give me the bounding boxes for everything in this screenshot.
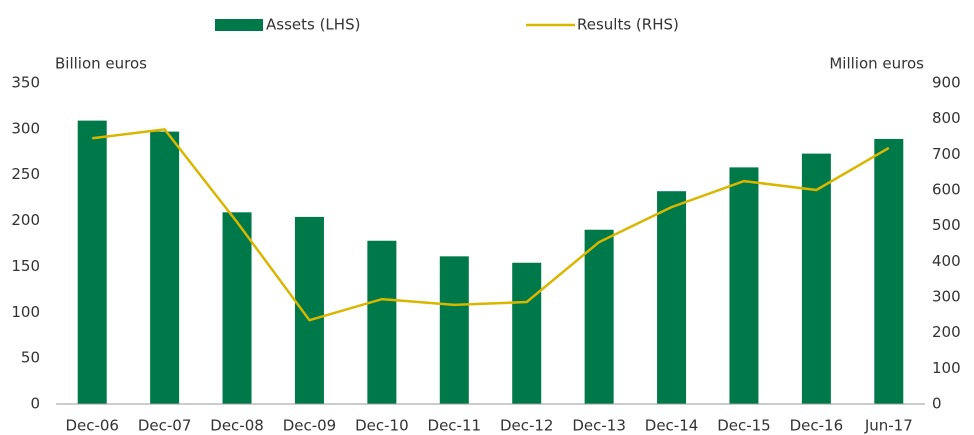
y2-tick-label: 700 [932, 145, 961, 163]
y2-tick-label: 500 [932, 216, 961, 234]
bar [150, 131, 180, 404]
legend-label: Assets (LHS) [266, 16, 360, 34]
x-tick-label: Dec-06 [65, 417, 119, 435]
y-tick-label: 50 [21, 349, 40, 367]
bar [874, 138, 904, 404]
y-tick-label: 150 [11, 257, 40, 275]
y2-tick-label: 200 [932, 323, 961, 341]
bar [512, 262, 542, 404]
y2-axis-title: Million euros [829, 55, 924, 73]
y-tick-label: 200 [11, 211, 40, 229]
y-axis-title: Billion euros [55, 55, 147, 73]
bar [77, 120, 107, 405]
bar [439, 256, 469, 404]
x-tick-label: Dec-13 [572, 417, 626, 435]
x-tick-label: Jun-17 [864, 417, 913, 435]
bar [801, 153, 831, 404]
y-tick-label: 300 [11, 119, 40, 137]
y2-tick-label: 600 [932, 181, 961, 199]
y-tick-label: 0 [30, 395, 40, 413]
y2-tick-label: 900 [932, 74, 961, 92]
bar [584, 229, 614, 404]
legend-swatch [215, 19, 263, 31]
x-tick-label: Dec-12 [500, 417, 554, 435]
bar [222, 212, 252, 404]
y-tick-label: 100 [11, 303, 40, 321]
x-tick-label: Dec-15 [717, 417, 771, 435]
y2-tick-label: 0 [932, 395, 942, 413]
bar [367, 240, 397, 404]
line [92, 128, 890, 322]
x-tick-label: Dec-09 [283, 417, 337, 435]
x-tick-label: Dec-08 [210, 417, 264, 435]
y-tick-label: 250 [11, 165, 40, 183]
x-tick-label: Dec-16 [790, 417, 844, 435]
x-tick-label: Dec-14 [645, 417, 699, 435]
bar [729, 167, 759, 404]
bar [657, 191, 687, 404]
x-tick-label: Dec-07 [138, 417, 192, 435]
legend-label: Results (RHS) [577, 16, 679, 34]
y2-tick-label: 400 [932, 252, 961, 270]
x-tick-label: Dec-11 [428, 417, 482, 435]
x-tick-label: Dec-10 [355, 417, 409, 435]
y-tick-label: 350 [11, 74, 40, 92]
y2-tick-label: 300 [932, 288, 961, 306]
bar [294, 216, 324, 404]
y2-tick-label: 100 [932, 359, 961, 377]
y2-tick-label: 800 [932, 109, 961, 127]
